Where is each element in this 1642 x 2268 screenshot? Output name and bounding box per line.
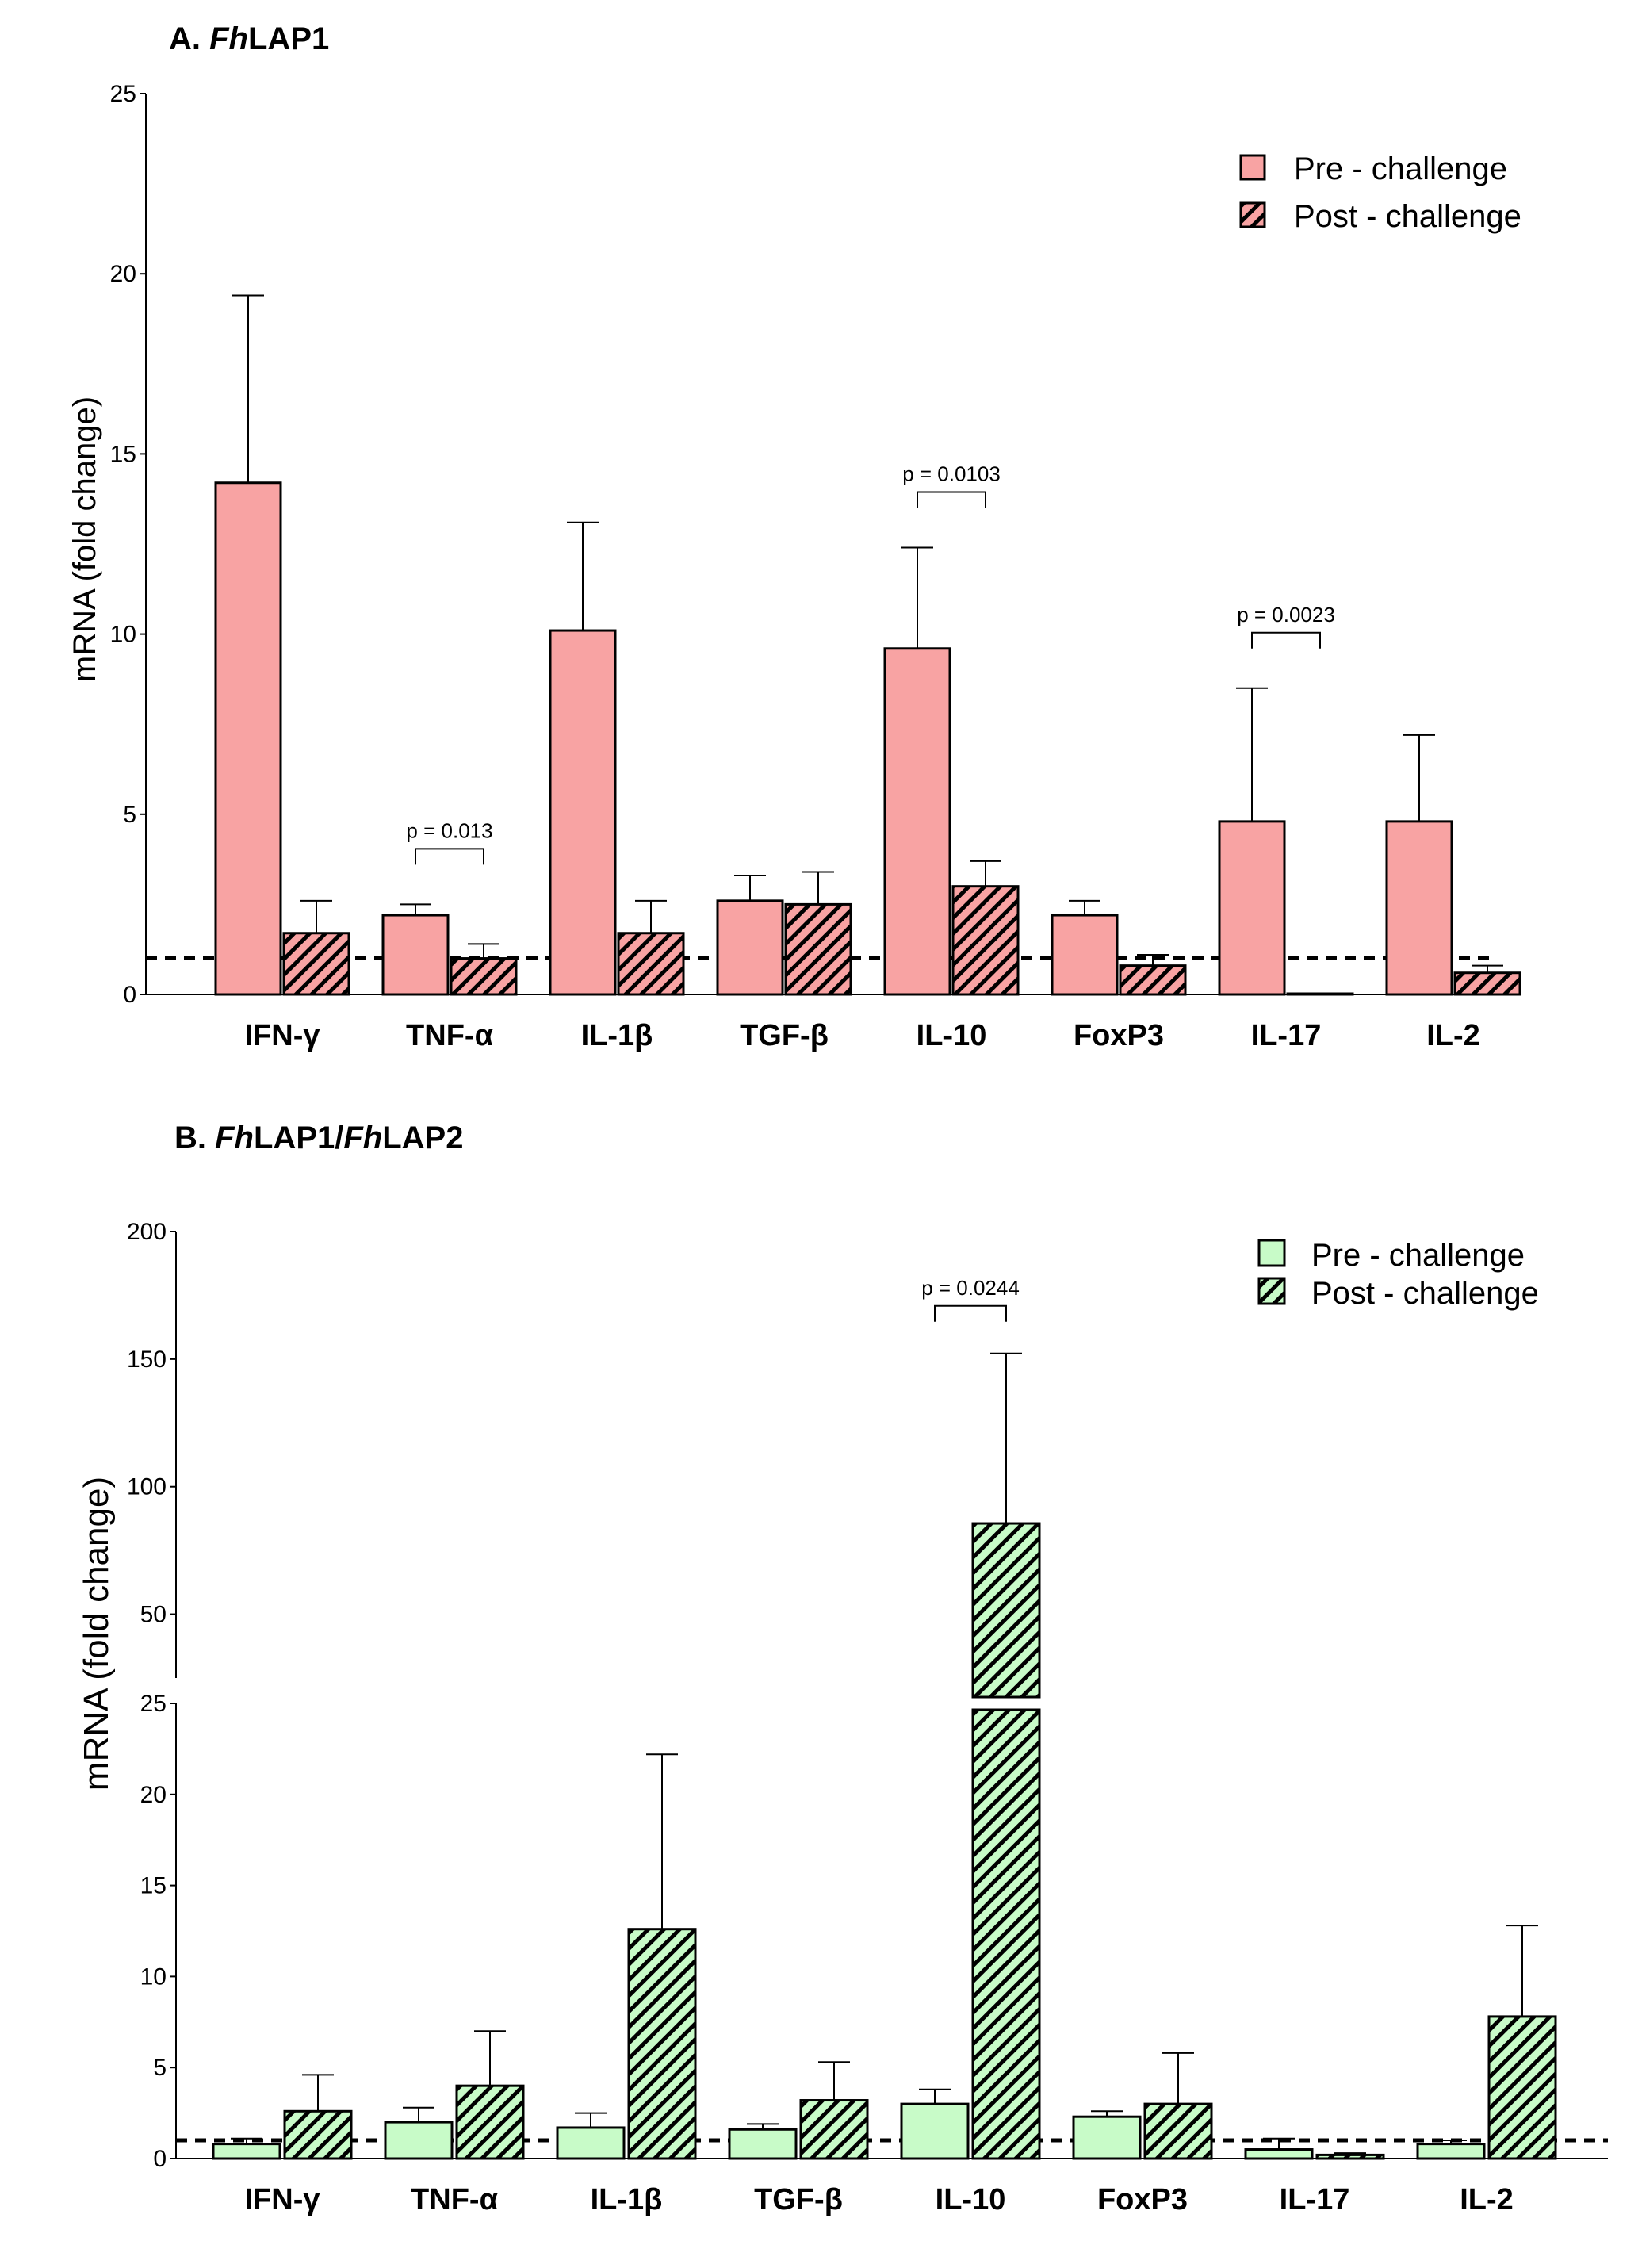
post-bar [1119, 964, 1187, 996]
category-label: TGF-β [740, 1019, 829, 1052]
panel-a-ylabel: mRNA (fold change) [67, 397, 102, 682]
post-bar [617, 932, 685, 996]
y-tick-label: 5 [123, 802, 136, 828]
y-tick-label: 0 [123, 982, 136, 1008]
legend-a-post-swatch [1239, 201, 1266, 228]
category-label: TNF-α [411, 2183, 498, 2216]
legend-a-pre-swatch [1239, 154, 1266, 181]
y-tick-label: 50 [140, 1602, 166, 1628]
post-bar [1315, 2153, 1385, 2160]
legend-b-pre-swatch [1257, 1239, 1286, 1267]
category-label: FoxP3 [1074, 1019, 1164, 1052]
category-label: IL-10 [936, 2183, 1006, 2216]
category-label: IL-17 [1280, 2183, 1350, 2216]
pre-bar [556, 2126, 626, 2160]
pre-bar [900, 2102, 970, 2160]
post-bar [1143, 2102, 1213, 2160]
legend-a-pre-label: Pre - challenge [1294, 151, 1507, 186]
y-tick-label: 10 [110, 622, 136, 648]
y-tick-label: 25 [110, 81, 136, 107]
p-value-label: p = 0.0023 [1237, 603, 1335, 626]
category-label: IL-10 [917, 1019, 987, 1052]
p-value-label: p = 0.013 [406, 818, 492, 842]
category-label: IL-2 [1426, 1019, 1480, 1052]
pre-bar [716, 899, 784, 996]
post-bar [450, 957, 518, 996]
y-tick-label: 15 [110, 441, 136, 467]
pre-bar [1244, 2148, 1314, 2160]
category-label: TNF-α [406, 1019, 493, 1052]
p-value-label: p = 0.0103 [902, 462, 1001, 486]
y-tick-label: 10 [140, 1963, 166, 1990]
y-tick-label: 5 [153, 2055, 166, 2081]
significance-bracket [415, 848, 484, 865]
y-tick-label: 0 [153, 2146, 166, 2172]
category-label: IL-17 [1251, 1019, 1322, 1052]
post-bar [784, 902, 852, 996]
category-label: TGF-β [754, 2183, 843, 2216]
category-label: FoxP3 [1097, 2183, 1188, 2216]
post-bar [1487, 2015, 1557, 2160]
significance-bracket [917, 491, 986, 508]
panel-b-legend: Pre - challenge Post - challenge [1257, 1238, 1539, 1311]
pre-bar [728, 2128, 798, 2160]
panel-b-ylabel: mRNA (fold change) [77, 1477, 116, 1791]
post-bar [455, 2084, 525, 2160]
y-tick-label: 100 [127, 1474, 166, 1500]
pre-bar [212, 2143, 281, 2160]
panel-a-plot: 0 5 10 15 20 25 IFN-γ TNF-α IL-1β TGF-β IL-10 FoxP3… [110, 81, 1521, 1052]
significance-bracket [934, 1304, 1007, 1322]
pre-bar [1218, 820, 1286, 996]
legend-a-post-label: Post - challenge [1294, 199, 1521, 234]
y-tick-label: 200 [127, 1219, 166, 1245]
category-label: IL-1β [591, 2183, 663, 2216]
category-label: IFN-γ [245, 1019, 320, 1052]
category-label: IL-2 [1460, 2183, 1514, 2216]
legend-b-post-label: Post - challenge [1311, 1276, 1539, 1311]
post-bar [971, 1708, 1041, 2160]
post-bar [971, 1522, 1041, 1699]
y-tick-label: 20 [140, 1782, 166, 1808]
panel-b-plot: 0 5 10 15 20 25 50 100 150 200 IFN-γ TNF-α IL-1β TGF-… [127, 1219, 1608, 2216]
pre-bar [1072, 2115, 1142, 2160]
panel-b-title: B. FhLAP1/FhLAP2 [174, 1121, 463, 1155]
panel-a-legend: Pre - challenge Post - challenge [1239, 151, 1521, 234]
post-bar [283, 2109, 353, 2160]
category-label: IL-1β [581, 1019, 653, 1052]
post-bar [1453, 971, 1521, 996]
y-tick-label: 25 [140, 1691, 166, 1717]
panel-a-title: A. FhLAP1 [169, 21, 329, 56]
pre-bar [1416, 2143, 1486, 2160]
p-value-label: p = 0.0244 [921, 1276, 1020, 1300]
post-bar [951, 885, 1020, 996]
y-tick-label: 20 [110, 261, 136, 287]
pre-bar [549, 629, 617, 996]
pre-bar [1385, 820, 1453, 996]
pre-bar [883, 647, 951, 996]
significance-bracket [1251, 631, 1321, 649]
post-bar [282, 932, 350, 996]
post-bar [627, 1928, 697, 2160]
post-bar [799, 2099, 869, 2160]
pre-bar [1051, 914, 1119, 996]
pre-bar [384, 2121, 454, 2160]
y-tick-label: 150 [127, 1347, 166, 1373]
y-tick-label: 15 [140, 1873, 166, 1899]
pre-bar [214, 481, 282, 996]
legend-b-post-swatch [1257, 1277, 1286, 1305]
category-label: IFN-γ [245, 2183, 320, 2216]
pre-bar [381, 914, 450, 996]
legend-b-pre-label: Pre - challenge [1311, 1238, 1525, 1273]
